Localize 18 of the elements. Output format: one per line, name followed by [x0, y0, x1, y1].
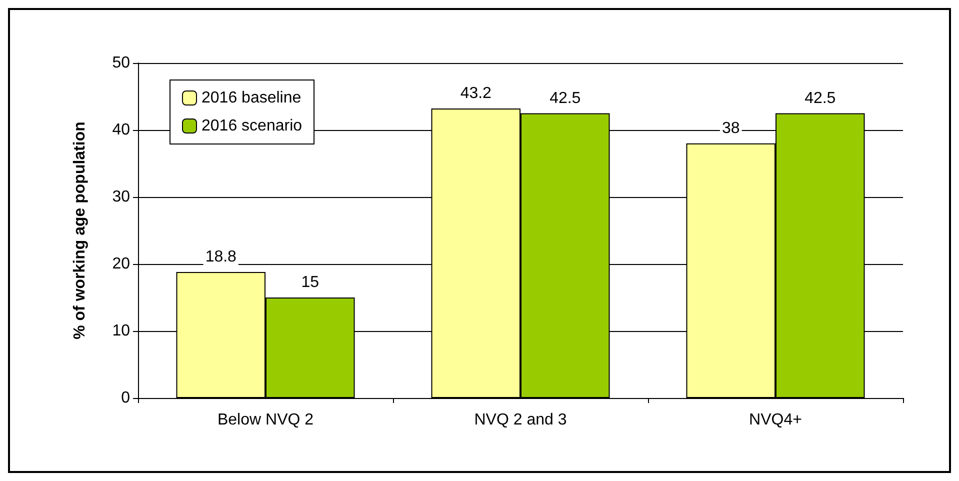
data-label: 18.8	[205, 248, 237, 266]
data-label: 42.5	[550, 90, 581, 107]
data-label: 15	[301, 274, 320, 291]
x-tick-label: NVQ 2 and 3	[474, 412, 567, 428]
y-tick-label: 40	[112, 122, 130, 138]
data-label: 43.2	[460, 85, 492, 102]
y-tick-label: 50	[112, 54, 130, 72]
x-tick-label: Below NVQ 2	[217, 412, 314, 428]
legend-label: 2016 baseline	[202, 90, 302, 106]
data-label: 38	[722, 120, 740, 137]
legend-label: 2016 scenario	[202, 118, 302, 134]
y-tick-label: 10	[112, 322, 130, 340]
x-tick-label: NVQ4+	[749, 412, 802, 428]
data-label: 42.5	[804, 90, 836, 107]
y-axis-title: % of working age population	[72, 122, 88, 340]
y-tick-label: 20	[112, 256, 130, 272]
y-tick-label: 0	[121, 390, 130, 406]
y-tick-label: 30	[112, 188, 130, 206]
